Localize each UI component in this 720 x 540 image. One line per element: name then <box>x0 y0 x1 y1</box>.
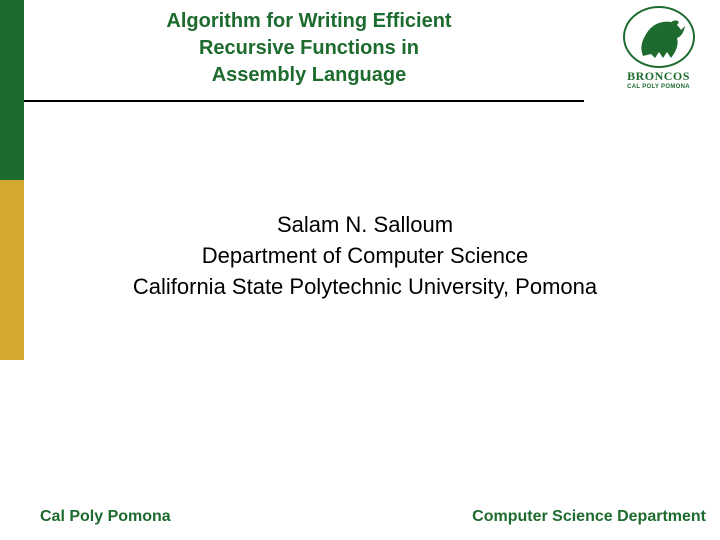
sidebar-seg-gold <box>0 180 24 360</box>
sidebar-seg-white <box>0 360 24 540</box>
header-underline <box>24 100 584 102</box>
header: Algorithm for Writing Efficient Recursiv… <box>24 0 720 105</box>
title-line-2: Recursive Functions in <box>84 35 534 62</box>
sidebar-stripe <box>0 0 24 540</box>
author-dept: Department of Computer Science <box>40 241 690 272</box>
horse-icon <box>623 6 695 68</box>
logo-text: BRONCOS <box>611 69 706 84</box>
footer-right: Computer Science Department <box>472 508 706 526</box>
slide-title: Algorithm for Writing Efficient Recursiv… <box>84 8 534 89</box>
title-line-1: Algorithm for Writing Efficient <box>84 8 534 35</box>
title-line-3: Assembly Language <box>84 62 534 89</box>
broncos-logo: BRONCOS CAL POLY POMONA <box>611 6 706 90</box>
author-block: Salam N. Salloum Department of Computer … <box>40 210 690 302</box>
author-univ: California State Polytechnic University,… <box>40 272 690 303</box>
sidebar-seg-green <box>0 0 24 180</box>
footer-left: Cal Poly Pomona <box>40 508 171 526</box>
author-name: Salam N. Salloum <box>40 210 690 241</box>
logo-subtitle: CAL POLY POMONA <box>611 84 706 90</box>
